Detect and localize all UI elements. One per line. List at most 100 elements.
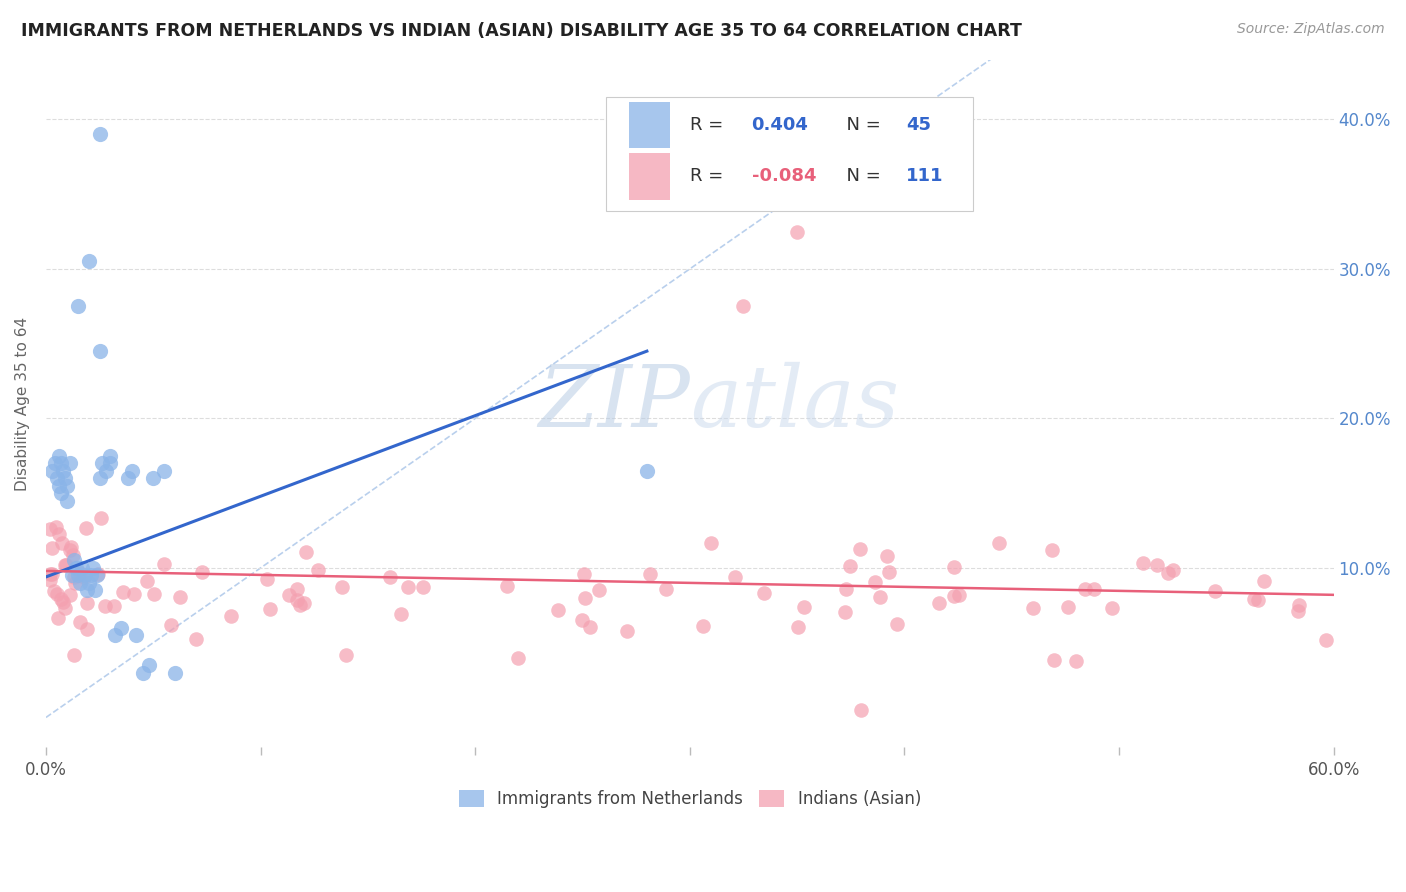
Point <box>87 566 110 581</box>
Point <box>849 542 872 557</box>
Point <box>59 542 82 557</box>
Point <box>117 471 139 485</box>
FancyBboxPatch shape <box>606 97 973 211</box>
Point <box>153 464 176 478</box>
Point <box>48 479 70 493</box>
Point <box>1247 592 1270 607</box>
Point <box>89 344 111 359</box>
Y-axis label: Disability Age 35 to 64: Disability Age 35 to 64 <box>15 317 30 491</box>
Point <box>76 595 98 609</box>
Point <box>335 648 357 662</box>
Point <box>69 615 91 629</box>
Point <box>51 591 73 606</box>
Point <box>1132 556 1154 570</box>
Point <box>616 624 638 639</box>
Point <box>547 602 569 616</box>
Point <box>640 566 662 581</box>
Point <box>169 590 191 604</box>
Point <box>307 563 329 577</box>
Point <box>412 580 434 594</box>
Point <box>692 619 714 633</box>
Point <box>62 548 84 562</box>
Point <box>98 456 121 470</box>
Point <box>380 570 402 584</box>
Point <box>838 558 860 573</box>
Point <box>67 299 90 313</box>
Point <box>98 449 121 463</box>
Point <box>44 456 66 470</box>
Point <box>1243 592 1265 607</box>
Point <box>76 623 98 637</box>
Point <box>851 703 873 717</box>
Point <box>58 456 80 470</box>
Point <box>63 553 86 567</box>
Point <box>588 583 610 598</box>
Point <box>292 596 315 610</box>
Point <box>278 588 301 602</box>
Point <box>53 471 76 485</box>
Point <box>389 607 412 621</box>
Bar <box>630 153 671 200</box>
Point <box>1253 574 1275 588</box>
Point <box>69 575 91 590</box>
Point <box>41 541 63 555</box>
Text: R =: R = <box>690 167 728 186</box>
Point <box>45 471 67 485</box>
Point <box>256 572 278 586</box>
Point <box>45 587 67 601</box>
Point <box>77 575 100 590</box>
Point <box>76 520 98 534</box>
Point <box>49 456 72 470</box>
Point <box>73 569 96 583</box>
Point <box>1146 558 1168 572</box>
Legend: Immigrants from Netherlands, Indians (Asian): Immigrants from Netherlands, Indians (As… <box>451 783 928 814</box>
Point <box>84 583 107 598</box>
Point <box>44 583 66 598</box>
Point <box>86 568 108 582</box>
Point <box>184 632 207 646</box>
Point <box>928 595 950 609</box>
Point <box>787 619 810 633</box>
Point <box>636 464 658 478</box>
Point <box>142 471 165 485</box>
Point <box>48 527 70 541</box>
Point <box>1101 601 1123 615</box>
Point <box>76 583 98 598</box>
Point <box>62 648 84 662</box>
Point <box>136 574 159 588</box>
Point <box>65 561 87 575</box>
Point <box>48 449 70 463</box>
Point <box>69 566 91 580</box>
Point <box>1083 582 1105 597</box>
Text: 111: 111 <box>905 167 943 186</box>
Point <box>53 558 76 573</box>
Point <box>786 225 808 239</box>
Point <box>219 608 242 623</box>
Point <box>142 587 165 601</box>
Point <box>90 511 112 525</box>
Point <box>63 575 86 590</box>
Point <box>80 568 103 582</box>
Point <box>73 568 96 582</box>
Point <box>508 650 530 665</box>
Text: Source: ZipAtlas.com: Source: ZipAtlas.com <box>1237 22 1385 37</box>
Point <box>876 549 898 564</box>
Point <box>1064 654 1087 668</box>
Point <box>122 587 145 601</box>
Point <box>104 628 127 642</box>
Point <box>59 540 82 554</box>
Point <box>793 600 815 615</box>
Point <box>77 254 100 268</box>
Point <box>163 665 186 680</box>
Point <box>987 535 1010 549</box>
Point <box>41 566 63 581</box>
Point <box>572 567 595 582</box>
Point <box>886 616 908 631</box>
Point <box>294 545 316 559</box>
Point <box>1204 583 1226 598</box>
Point <box>55 601 77 615</box>
Point <box>190 566 212 580</box>
Point <box>1157 566 1180 580</box>
Point <box>60 568 83 582</box>
Point <box>94 464 117 478</box>
